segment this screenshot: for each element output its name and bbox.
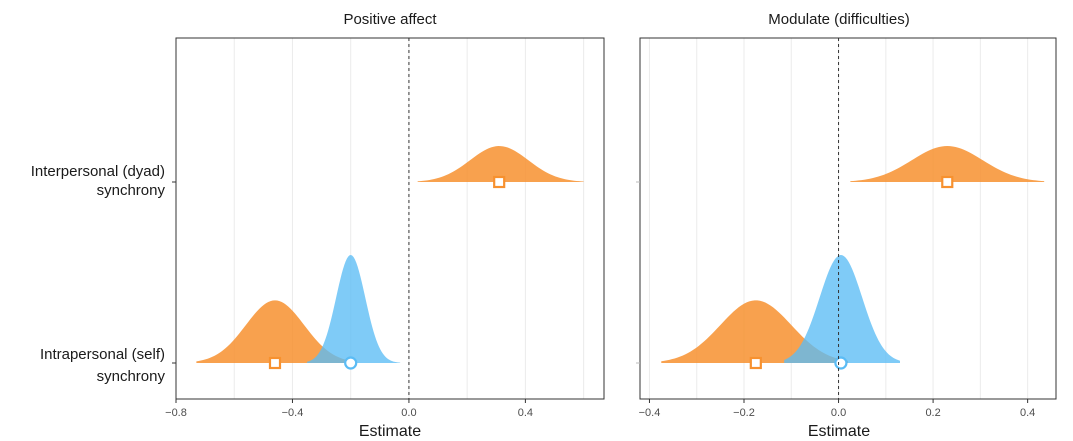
estimate-marker-circle <box>344 356 358 370</box>
x-tick-label: −0.4 <box>639 407 661 419</box>
panel-title: Modulate (difficulties) <box>768 11 909 28</box>
x-tick-label: −0.4 <box>282 407 304 419</box>
x-tick-label: 0.4 <box>518 407 533 419</box>
panel-title: Positive affect <box>343 11 437 28</box>
estimate-marker-circle <box>834 356 848 370</box>
panel-positive-affect: Positive affect Estimate Interpersonal (… <box>31 11 605 440</box>
density-area <box>417 146 584 182</box>
category-label-intrapersonal-line1: Intrapersonal (self) <box>40 346 165 363</box>
estimate-marker-square <box>749 356 762 370</box>
panel-border <box>175 37 605 400</box>
x-tick-label: 0.0 <box>401 407 416 419</box>
panel-modulate-difficulties: Modulate (difficulties) Estimate −0.4 −0.… <box>636 11 1057 440</box>
x-tick-label: −0.8 <box>165 407 187 419</box>
estimate-marker-square <box>941 175 954 189</box>
panel-border <box>639 37 1057 400</box>
category-label-interpersonal-line1: Interpersonal (dyad) <box>31 163 165 180</box>
x-tick-label: −0.2 <box>733 407 755 419</box>
category-label-intrapersonal-line2: synchrony <box>97 368 166 385</box>
density-area <box>850 146 1045 182</box>
density-area <box>784 255 900 363</box>
estimate-marker-square <box>268 356 282 370</box>
x-tick-label: 0.4 <box>1020 407 1035 419</box>
density-area <box>307 255 401 363</box>
density-area <box>196 300 354 363</box>
x-tick-label: 0.0 <box>831 407 846 419</box>
estimate-marker-square <box>493 175 506 189</box>
x-axis-label: Estimate <box>808 423 870 440</box>
x-axis-label: Estimate <box>359 423 421 440</box>
x-tick-label: 0.2 <box>925 407 940 419</box>
category-label-interpersonal-line2: synchrony <box>97 182 166 199</box>
